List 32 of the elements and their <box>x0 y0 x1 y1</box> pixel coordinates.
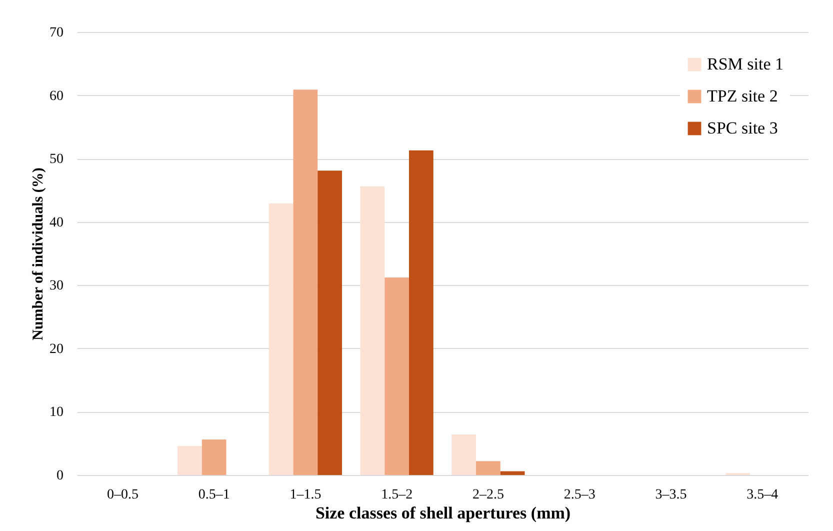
bar <box>476 461 500 475</box>
bar <box>202 440 226 475</box>
y-tick-label: 0 <box>56 468 64 484</box>
legend-label: RSM site 1 <box>707 54 784 74</box>
bar <box>500 471 525 475</box>
y-tick-label: 10 <box>50 405 64 420</box>
x-tick-label: 1.5–2 <box>381 488 413 502</box>
bar <box>360 186 385 475</box>
bar <box>408 150 434 475</box>
y-tick-label: 60 <box>50 88 64 104</box>
y-tick-label: 30 <box>50 278 64 294</box>
y-tick-label: 20 <box>50 342 64 357</box>
x-axis-title: Size classes of shell apertures (mm) <box>315 504 571 522</box>
x-tick-label: 2–2.5 <box>472 488 504 502</box>
y-axis-title: Number of individuals (%) <box>30 168 46 340</box>
x-tick-label: 3.5–4 <box>746 488 778 502</box>
legend-label: TPZ site 2 <box>707 86 778 106</box>
y-tick-label: 50 <box>50 152 64 168</box>
y-tick-label: 40 <box>50 215 64 230</box>
x-tick-label: 2.5–3 <box>564 488 596 502</box>
x-tick-label: 0.5–1 <box>198 488 230 502</box>
x-tick-label: 1–1.5 <box>290 488 322 502</box>
bar <box>293 90 318 475</box>
bar <box>384 278 409 475</box>
legend-label: SPC site 3 <box>707 118 778 138</box>
bar <box>452 434 476 475</box>
bar <box>318 170 342 475</box>
bar <box>268 204 294 475</box>
x-tick-label: 0–0.5 <box>106 488 138 502</box>
y-tick-label: 70 <box>50 26 64 40</box>
bar <box>178 446 202 475</box>
x-tick-label: 3–3.5 <box>655 488 687 502</box>
